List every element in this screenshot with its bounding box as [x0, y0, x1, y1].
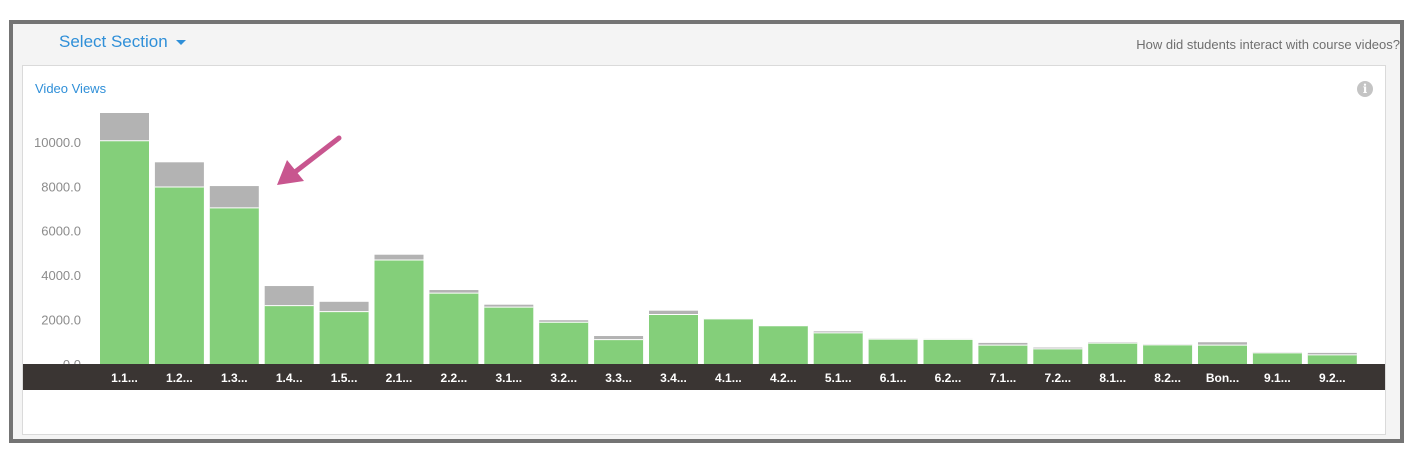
- bar-segment-secondary[interactable]: [264, 286, 314, 306]
- bar-segment-secondary[interactable]: [209, 186, 259, 208]
- bar-segment-primary[interactable]: [978, 345, 1028, 364]
- bar-segment-primary[interactable]: [868, 339, 918, 364]
- x-tick-label: 7.2...: [1044, 371, 1071, 385]
- select-section-label: Select Section: [59, 32, 168, 51]
- select-section-dropdown[interactable]: Select Section: [59, 32, 186, 52]
- x-tick-label: 3.1...: [495, 371, 522, 385]
- info-icon[interactable]: i: [1357, 81, 1373, 97]
- x-axis-band: [23, 364, 1385, 390]
- x-tick-label: 2.1...: [386, 371, 413, 385]
- bar-segment-primary[interactable]: [209, 207, 259, 364]
- y-tick-label: 2000.0: [41, 313, 81, 328]
- bar-segment-secondary[interactable]: [594, 336, 644, 340]
- x-tick-label: 3.3...: [605, 371, 632, 385]
- bar-segment-secondary[interactable]: [813, 331, 863, 333]
- bar-segment-secondary[interactable]: [429, 290, 479, 294]
- x-tick-label: 9.1...: [1264, 371, 1291, 385]
- chart-panel: Video Views i 0.02000.04000.06000.08000.…: [22, 65, 1386, 435]
- bar-segment-primary[interactable]: [703, 318, 753, 364]
- x-tick-label: 9.2...: [1319, 371, 1346, 385]
- bar-segment-secondary[interactable]: [649, 310, 698, 315]
- bar-segment-secondary[interactable]: [374, 254, 424, 261]
- bar-segment-secondary[interactable]: [539, 320, 589, 323]
- question-text: How did students interact with course vi…: [1136, 37, 1400, 52]
- y-tick-label: 8000.0: [41, 179, 81, 194]
- bar-segment-primary[interactable]: [1143, 344, 1193, 364]
- bar-segment-primary[interactable]: [264, 305, 314, 364]
- bar-segment-secondary[interactable]: [978, 342, 1028, 346]
- bar-segment-primary[interactable]: [1252, 352, 1302, 364]
- arrow-shaft: [292, 135, 342, 175]
- caret-down-icon: [175, 40, 186, 46]
- x-tick-label: 4.1...: [715, 371, 742, 385]
- x-tick-label: 1.5...: [331, 371, 358, 385]
- x-tick-label: 3.2...: [550, 371, 577, 385]
- bar-segment-primary[interactable]: [1307, 354, 1357, 364]
- bar-segment-secondary[interactable]: [1033, 347, 1083, 349]
- bar-segment-primary[interactable]: [1033, 348, 1083, 364]
- x-tick-label: 6.1...: [880, 371, 907, 385]
- bar-segment-secondary[interactable]: [100, 113, 149, 141]
- bar-segment-primary[interactable]: [484, 307, 534, 364]
- x-tick-label: 1.2...: [166, 371, 193, 385]
- x-tick-label: 5.1...: [825, 371, 852, 385]
- bar-segment-primary[interactable]: [1198, 345, 1247, 364]
- chart-title: Video Views: [35, 81, 107, 96]
- bar-segment-primary[interactable]: [100, 140, 149, 364]
- bar-segment-primary[interactable]: [374, 260, 424, 364]
- y-tick-label: 6000.0: [41, 224, 81, 239]
- bar-segment-primary[interactable]: [758, 325, 808, 364]
- bar-segment-primary[interactable]: [154, 186, 204, 364]
- x-tick-label: 1.3...: [221, 371, 248, 385]
- bar-segment-primary[interactable]: [1088, 343, 1138, 364]
- bar-segment-secondary[interactable]: [1307, 352, 1357, 355]
- x-tick-label: 7.1...: [990, 371, 1017, 385]
- bar-segment-secondary[interactable]: [484, 304, 534, 308]
- bar-segment-primary[interactable]: [594, 339, 644, 364]
- bar-chart: 0.02000.04000.06000.08000.010000.01.1...…: [23, 113, 1385, 390]
- arrow-head: [277, 160, 304, 185]
- bar-segment-primary[interactable]: [539, 322, 589, 364]
- x-tick-label: 3.4...: [660, 371, 687, 385]
- video-analytics-widget: Select Section How did students interact…: [9, 20, 1404, 443]
- x-tick-label: 8.2...: [1154, 371, 1181, 385]
- bar-segment-secondary[interactable]: [319, 301, 369, 312]
- bar-segment-primary[interactable]: [923, 339, 973, 364]
- arrow-annotation: [277, 135, 342, 185]
- x-tick-label: 6.2...: [935, 371, 962, 385]
- x-tick-label: 8.1...: [1099, 371, 1126, 385]
- x-tick-label: 4.2...: [770, 371, 797, 385]
- bar-segment-secondary[interactable]: [154, 162, 204, 187]
- x-tick-label: Bon...: [1206, 371, 1239, 385]
- y-tick-label: 4000.0: [41, 268, 81, 283]
- x-tick-label: 1.1...: [111, 371, 138, 385]
- bar-segment-primary[interactable]: [813, 332, 863, 364]
- bar-segment-primary[interactable]: [429, 293, 479, 364]
- y-tick-label: 10000.0: [34, 135, 81, 150]
- x-tick-label: 2.2...: [441, 371, 468, 385]
- bar-segment-primary[interactable]: [649, 314, 698, 364]
- bar-segment-primary[interactable]: [319, 311, 369, 364]
- x-tick-label: 1.4...: [276, 371, 303, 385]
- bar-segment-secondary[interactable]: [1198, 342, 1247, 346]
